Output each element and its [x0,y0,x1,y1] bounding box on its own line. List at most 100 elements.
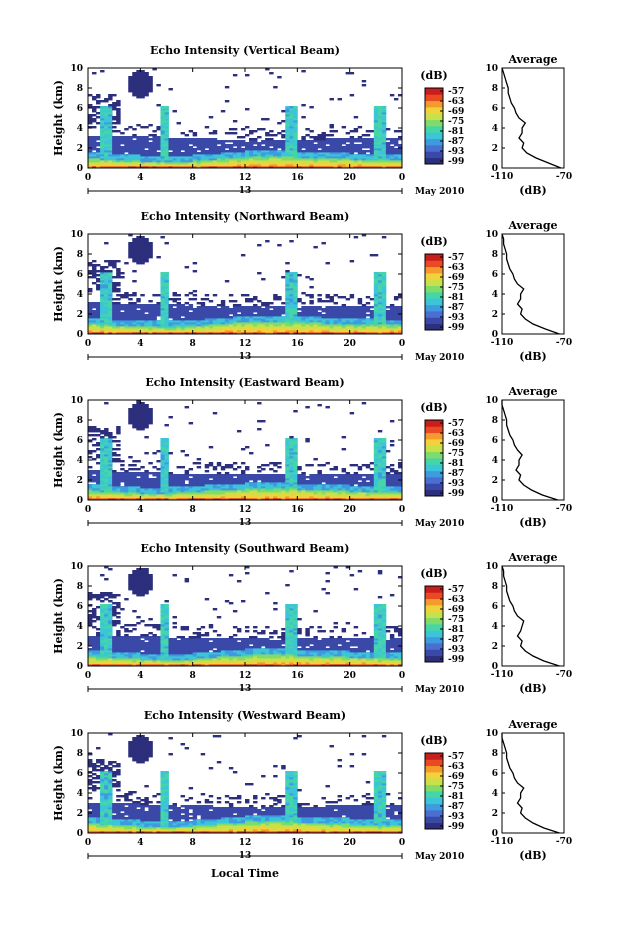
heatmap-cell [136,262,141,265]
heatmap-cell [341,154,347,157]
heatmap-cell [301,326,306,329]
heatmap-cell [357,320,363,323]
heatmap-cell [381,466,387,469]
heatmap-cell [333,326,338,329]
heatmap-cell [361,496,367,499]
profile-y-tick-label: 2 [492,310,498,320]
heatmap-cell [353,478,359,481]
heatmap-cell [88,598,93,601]
heatmap-cell [381,108,387,111]
heatmap-cell [329,318,334,321]
heatmap-cell [329,312,334,315]
heatmap-cell [285,164,290,167]
heatmap-cell [341,486,347,489]
heatmap-cell [261,494,266,497]
heatmap-cell [124,480,129,483]
heatmap-cell [220,466,226,469]
heatmap-cell [265,166,270,169]
heatmap-cell [184,162,190,165]
heatmap-cell [253,166,258,169]
heatmap-cell [88,126,93,129]
heatmap-cell [200,482,206,485]
heatmap-cell [176,140,181,143]
heatmap-cell [269,72,274,75]
heatmap-cell [273,482,278,485]
heatmap-cell [88,658,93,661]
heatmap-cell [325,494,330,497]
heatmap-cell [341,316,347,319]
heatmap-cell [228,482,234,485]
heatmap-cell [321,328,326,331]
heatmap-cell [357,478,363,481]
heatmap-cell [293,464,298,467]
heatmap-cell [112,266,117,269]
heatmap-cell [96,306,101,309]
heatmap-cell [377,302,383,305]
heatmap-cell [381,438,387,441]
heatmap-cell [245,320,250,323]
heatmap-cell [132,82,137,85]
heatmap-cell [136,84,141,87]
heatmap-cell [317,478,322,481]
heatmap-cell [369,494,375,497]
heatmap-cell [184,320,190,323]
heatmap-cell [160,112,165,115]
heatmap-cell [309,320,314,323]
heatmap-cell [289,282,294,285]
heatmap-cell [325,166,330,169]
heatmap-cell [136,136,141,139]
heatmap-cell [269,330,274,333]
heatmap-cell [293,410,298,413]
heatmap-cell [112,482,117,485]
heatmap-cell [381,298,387,301]
heatmap-cell [184,496,190,499]
heatmap-cell [104,628,109,631]
heatmap-cell [132,488,137,491]
heatmap-cell [148,148,153,151]
heatmap-cell [293,282,298,285]
heatmap-cell [168,472,173,475]
heatmap-cell [381,458,387,461]
heatmap-cell [353,494,359,497]
heatmap-cell [249,306,254,309]
heatmap-cell [164,444,169,447]
heatmap-cell [349,324,355,327]
heatmap-cell [124,312,129,315]
heatmap-cell [104,492,109,495]
heatmap-cell [124,294,129,297]
heatmap-cell [357,324,363,327]
heatmap-cell [220,328,226,331]
heatmap-cell [317,320,322,323]
heatmap-cell [108,274,113,277]
heatmap-cell [365,154,371,157]
heatmap-cell [305,480,310,483]
heatmap-cell [305,496,310,499]
heatmap-cell [373,474,379,477]
heatmap-cell [88,140,93,143]
heatmap-cell [232,128,238,131]
heatmap-cell [369,156,375,159]
heatmap-cell [397,326,403,329]
heatmap-cell [313,166,318,169]
profile-y-tick-label: 10 [485,230,498,240]
heatmap-cell [281,332,286,335]
profile-x-tick-label: -110 [491,504,514,514]
colorbar-tick-label: -63 [448,429,464,439]
heatmap-cell [313,490,318,493]
heatmap-cell [92,646,97,649]
heatmap-cell [168,326,173,329]
heatmap-cell [285,312,290,315]
heatmap-cell [253,498,258,501]
colorbar-tick-label: -81 [448,127,464,137]
heatmap-cell [96,166,101,169]
heatmap-cell [160,474,165,477]
heatmap-cell [156,306,161,309]
heatmap-cell [297,144,302,147]
heatmap-cell [377,124,383,127]
heatmap-cell [112,156,117,159]
heatmap-cell [257,492,262,495]
heatmap-cell [385,306,391,309]
heatmap-cell [313,458,318,461]
heatmap-cell [232,148,238,151]
